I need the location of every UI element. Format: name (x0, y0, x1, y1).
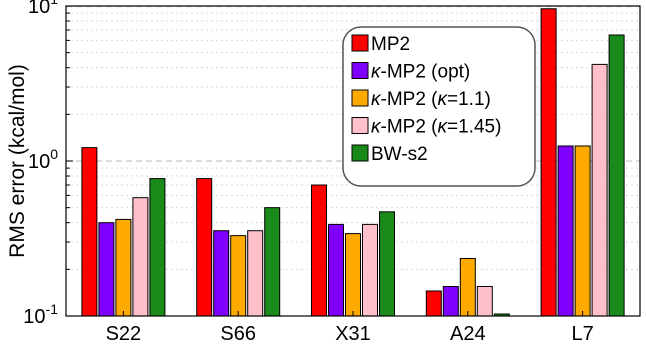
x-tick-label: S22 (106, 323, 142, 345)
bar (345, 233, 361, 317)
legend-label: κ-MP2 (opt) (371, 62, 470, 83)
x-tick-label: L7 (571, 323, 593, 345)
bars (81, 8, 625, 317)
bar (540, 8, 557, 317)
legend-label: κ-MP2 (κ=1.1) (371, 89, 491, 110)
legend-label: κ-MP2 (κ=1.45) (371, 117, 501, 138)
legend: MP2 κ-MP2 (opt) κ-MP2 (κ=1.1) κ-MP2 (κ=1.45… (342, 26, 536, 187)
legend-label: BW-s2 (371, 144, 428, 165)
bar (574, 145, 591, 317)
bar (264, 207, 281, 317)
bar (591, 63, 608, 317)
bar (379, 211, 395, 317)
legend-label: MP2 (371, 34, 410, 55)
bar (132, 197, 149, 317)
legend-swatch (351, 117, 369, 134)
bar (247, 230, 264, 317)
axis-labels: S22 S66 X31 A24 L7 10-1 100 101 RMS error (kcal/… (6, 0, 594, 345)
bar (230, 235, 247, 317)
bar (459, 257, 476, 317)
bar (608, 34, 625, 317)
legend-swatch (351, 34, 369, 52)
y-axis-label: RMS error (kcal/mol) (6, 64, 29, 258)
bar (81, 147, 98, 317)
bar (425, 290, 442, 317)
bar (362, 223, 378, 317)
bar (196, 178, 213, 317)
x-tick-label: S66 (220, 323, 256, 345)
legend-swatch (351, 144, 369, 162)
x-tick-label: A24 (450, 323, 486, 345)
bar (557, 145, 574, 317)
bar (115, 218, 132, 317)
bar (328, 223, 344, 317)
y-tick-label: 101 (28, 0, 58, 18)
bar (98, 222, 115, 317)
legend-swatch (351, 62, 369, 79)
bar (442, 285, 459, 317)
bar (213, 230, 230, 317)
legend-swatch (351, 89, 369, 107)
legend-box (342, 26, 536, 187)
y-tick-label: 10-1 (23, 301, 58, 328)
y-tick-label: 100 (28, 146, 58, 173)
x-tick-label: X31 (335, 323, 371, 345)
axes (65, 5, 641, 317)
bar (149, 178, 166, 317)
bar (311, 184, 327, 317)
bar (476, 285, 493, 317)
